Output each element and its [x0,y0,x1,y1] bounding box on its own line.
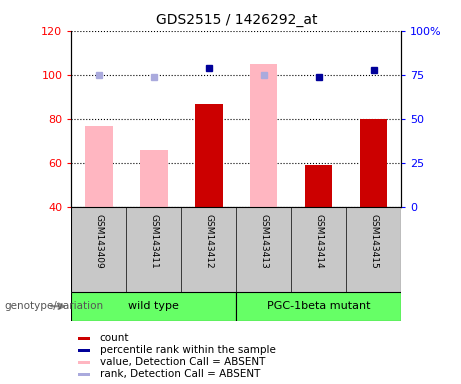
Text: percentile rank within the sample: percentile rank within the sample [100,345,276,355]
Text: PGC-1beta mutant: PGC-1beta mutant [267,301,371,311]
Text: count: count [100,333,129,343]
Bar [85,126,112,207]
Bar [78,361,90,364]
Bar [78,349,90,352]
Bar [250,64,278,207]
Text: GSM143415: GSM143415 [369,214,378,269]
Bar [236,292,401,321]
Bar [360,119,387,207]
Title: GDS2515 / 1426292_at: GDS2515 / 1426292_at [155,13,317,27]
Text: rank, Detection Call = ABSENT: rank, Detection Call = ABSENT [100,369,260,379]
Text: GSM143411: GSM143411 [149,214,159,269]
Text: value, Detection Call = ABSENT: value, Detection Call = ABSENT [100,357,265,367]
Text: GSM143413: GSM143413 [259,214,268,269]
Text: GSM143409: GSM143409 [95,214,103,269]
Bar [71,292,236,321]
Text: wild type: wild type [129,301,179,311]
Bar [78,337,90,339]
Text: GSM143414: GSM143414 [314,214,323,269]
Bar [305,166,332,207]
Bar [140,150,168,207]
Text: GSM143412: GSM143412 [204,214,213,269]
Bar [78,373,90,376]
Text: genotype/variation: genotype/variation [5,301,104,311]
Bar [195,104,223,207]
